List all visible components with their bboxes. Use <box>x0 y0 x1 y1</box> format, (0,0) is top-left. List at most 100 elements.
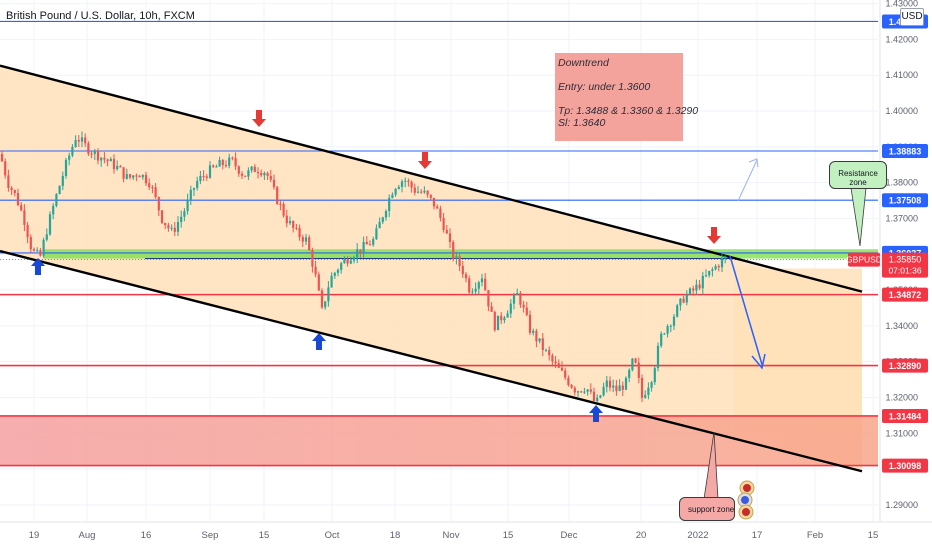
candle-body <box>583 391 586 393</box>
candle-body <box>477 282 480 289</box>
candle-body <box>119 166 122 168</box>
candle-body <box>628 370 631 378</box>
candle-body <box>592 391 596 402</box>
candle-body <box>253 166 256 172</box>
price-level-tag <box>882 193 928 208</box>
price-level-tag <box>882 458 928 473</box>
candle-body <box>80 137 84 142</box>
candle-body <box>631 358 634 371</box>
countdown-text: 07:01:36 <box>888 266 921 276</box>
candle-body <box>388 197 391 212</box>
candle-body <box>343 259 346 264</box>
candle-body <box>308 237 311 251</box>
candle-body <box>228 157 231 166</box>
candle-body <box>407 180 410 182</box>
candle-body <box>602 386 605 396</box>
candle-body <box>445 229 448 234</box>
price-tick-label: 1.32000 <box>885 392 918 402</box>
candle-body <box>644 394 647 398</box>
candle-body <box>704 275 708 277</box>
candle-body <box>260 173 263 176</box>
candle-body <box>509 303 512 314</box>
candle-body <box>90 153 93 155</box>
candle-body <box>36 250 39 252</box>
price-tick-label: 1.40000 <box>885 106 918 116</box>
candle-body <box>647 387 650 395</box>
candle-body <box>240 173 244 176</box>
candle-body <box>256 171 260 174</box>
price-tick-label: 1.29000 <box>885 500 918 510</box>
trade-annotation[interactable]: Downtrend Entry: under 1.3600 Tp: 1.3488… <box>555 53 699 141</box>
resistance-zone-rect <box>44 249 878 259</box>
candle-body <box>493 311 496 331</box>
candle-body <box>420 191 423 193</box>
price-tick-label: 1.37000 <box>885 213 918 223</box>
annotation-line-3: Tp: 1.3488 & 1.3360 & 1.3290 <box>558 105 699 117</box>
candle-body <box>116 166 119 170</box>
candle-body <box>87 143 90 154</box>
candle-body <box>64 159 68 176</box>
candle-body <box>16 193 20 206</box>
candle-body <box>135 175 138 177</box>
candle-body <box>589 389 592 392</box>
price-tick-label: 1.42000 <box>885 34 918 44</box>
candle-body <box>516 293 519 295</box>
candle-body <box>317 274 320 291</box>
candle-body <box>692 288 695 291</box>
candle-body <box>362 241 365 253</box>
time-tick-label: Aug <box>79 530 96 541</box>
currency-button[interactable]: USD <box>900 8 924 26</box>
candle-body <box>503 317 506 321</box>
candle-body <box>304 237 308 242</box>
candle-body <box>109 158 112 162</box>
price-level-tag <box>882 287 928 302</box>
candle-body <box>266 172 269 176</box>
candle-body <box>618 385 621 392</box>
candle-body <box>151 187 154 189</box>
current-price-tag <box>882 252 928 278</box>
candle-body <box>474 288 477 292</box>
candle-body <box>160 210 164 223</box>
resistance-zone-callout[interactable]: Resistance zone <box>829 161 887 189</box>
candle-body <box>167 225 170 229</box>
candle-body <box>196 180 199 189</box>
candle-body <box>74 140 77 147</box>
price-level-tag-text: 1.38883 <box>889 147 922 157</box>
candle-body <box>349 260 352 264</box>
alt-arrow-line <box>737 159 758 202</box>
candle-body <box>634 358 637 363</box>
candle-body <box>138 175 141 178</box>
candle-body <box>333 272 336 276</box>
candle-body <box>285 215 288 224</box>
support-zone-callout[interactable]: support zone <box>679 497 735 521</box>
candle-body <box>560 367 564 371</box>
candle-body <box>13 190 16 194</box>
candle-body <box>720 257 724 268</box>
candle-body <box>125 174 128 179</box>
candle-body <box>292 221 295 228</box>
candle-body <box>708 270 711 276</box>
price-tick-label: 1.34000 <box>885 321 918 331</box>
candle-body <box>653 368 656 383</box>
candle-body <box>682 298 685 303</box>
candle-body <box>176 222 180 232</box>
candle-body <box>436 206 439 209</box>
candle-body <box>586 389 589 392</box>
candle-body <box>432 197 436 207</box>
candle-body <box>164 222 167 226</box>
down-arrow-marker <box>418 152 432 169</box>
candle-body <box>484 278 487 291</box>
candle-body <box>7 175 10 188</box>
candle-body <box>663 333 666 335</box>
candle-body <box>538 338 541 342</box>
projection-fill <box>734 268 862 434</box>
candle-body <box>448 233 452 243</box>
candle-body <box>4 161 7 176</box>
candle-body <box>551 355 554 362</box>
price-level-tag <box>882 144 928 159</box>
candle-body <box>180 216 183 223</box>
candle-body <box>391 194 394 198</box>
candle-body <box>298 228 301 238</box>
